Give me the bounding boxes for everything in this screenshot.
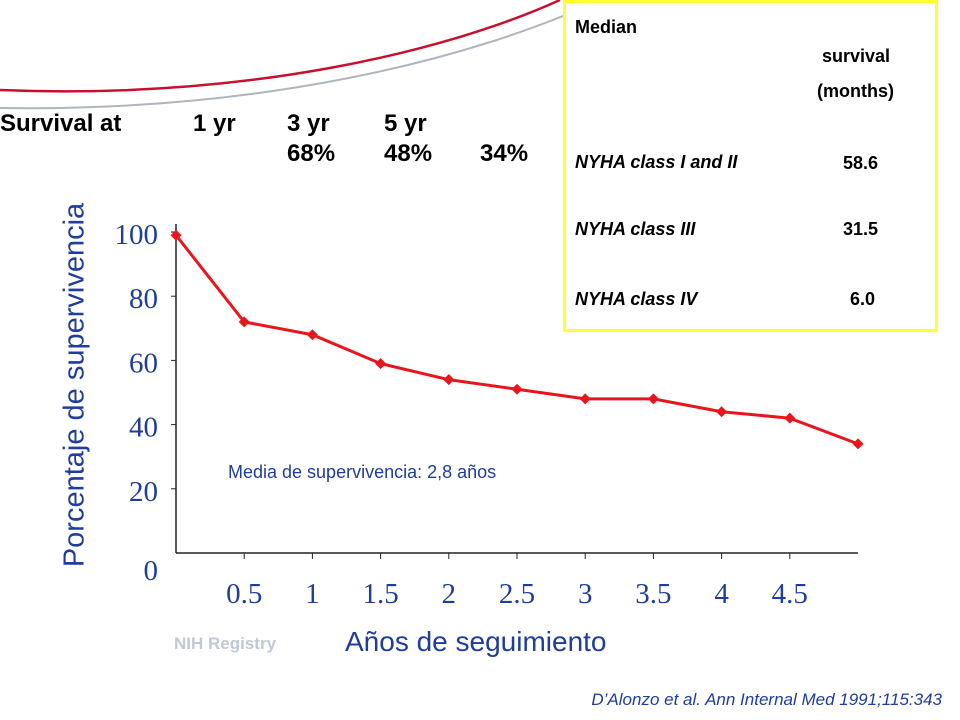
nyha-4-value: 6.0	[850, 289, 876, 309]
x-tick-label: 4.5	[772, 578, 808, 610]
y-tick-label: 0	[144, 555, 159, 587]
data-point-marker	[375, 358, 387, 370]
period-3yr: 3 yr	[287, 110, 330, 137]
nyha-3-label: NYHA class III	[575, 219, 696, 239]
x-tick-label: 3	[578, 578, 593, 610]
data-point-marker	[852, 438, 864, 450]
x-tick-label: 2	[442, 578, 457, 610]
period-1yr: 1 yr	[193, 110, 236, 137]
source-label: NIH Registry	[174, 634, 277, 653]
x-tick-label: 1.5	[362, 578, 398, 610]
gray-decorative-curve	[0, 0, 601, 110]
value-1yr: 68%	[287, 140, 336, 167]
data-point-marker	[443, 374, 455, 386]
nyha-1-2-value: 58.6	[843, 153, 879, 173]
y-tick-label: 100	[115, 219, 159, 251]
series-group	[170, 229, 864, 450]
median-header-line1: Median	[575, 17, 638, 37]
value-5yr: 34%	[480, 140, 529, 167]
value-3yr: 48%	[384, 140, 433, 167]
median-header-line3: (months)	[817, 81, 894, 101]
survival-at-label: Survival at	[0, 110, 122, 137]
y-tick-label: 40	[129, 412, 158, 444]
data-point-marker	[170, 229, 182, 241]
citation: D’Alonzo et al. Ann Internal Med 1991;11…	[591, 690, 942, 709]
nyha-1-2-label: NYHA class I and II	[575, 152, 738, 172]
y-tick-label: 80	[129, 283, 158, 315]
x-tick-label: 3.5	[635, 578, 671, 610]
median-header-line2: survival	[822, 46, 891, 66]
y-tick-label: 20	[129, 476, 158, 508]
x-tick-label: 1	[305, 578, 320, 610]
y-axis-label: Porcentaje de supervivencia	[58, 202, 91, 568]
data-point-marker	[511, 383, 523, 395]
x-tick-label: 2.5	[499, 578, 535, 610]
data-point-marker	[716, 406, 728, 418]
survival-line	[174, 234, 859, 446]
x-ticks: 0.5 1 1.5 2 2.5 3 3.5 4 4.5	[226, 553, 808, 610]
x-tick-label: 4	[714, 578, 729, 610]
nyha-4-label: NYHA class IV	[575, 289, 698, 309]
data-point-marker	[238, 316, 250, 328]
data-point-marker	[784, 412, 796, 424]
data-point-marker	[579, 393, 591, 405]
data-point-marker	[306, 329, 318, 341]
median-annotation: Media de supervivencia: 2,8 años	[228, 462, 497, 482]
data-point-marker	[647, 393, 659, 405]
nyha-3-value: 31.5	[843, 219, 879, 239]
x-tick-label: 0.5	[226, 578, 262, 610]
period-5yr: 5 yr	[384, 110, 427, 137]
y-tick-label: 60	[129, 347, 158, 379]
median-survival-box: Median survival (months) NYHA class I an…	[563, 0, 938, 332]
y-ticks: 0 20 40 60 80 100	[115, 219, 176, 587]
x-axis-label: Años de seguimiento	[345, 626, 607, 657]
red-decorative-curve	[0, 0, 561, 93]
